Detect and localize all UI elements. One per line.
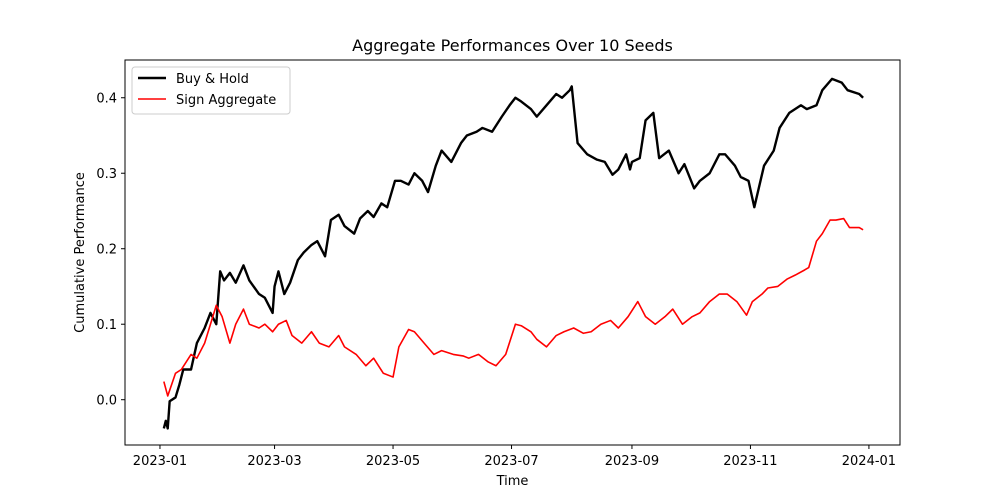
plot-area — [125, 60, 900, 445]
x-tick-label: 2023-09 — [605, 454, 659, 469]
plot-frame — [124, 59, 901, 446]
series-line-buy-hold — [162, 77, 864, 430]
legend-label-sign-aggregate: Sign Aggregate — [176, 93, 276, 108]
x-tick-label: 2023-05 — [366, 454, 420, 469]
series-layer — [162, 77, 864, 430]
x-tick-label: 2023-11 — [723, 454, 777, 469]
x-tick-label: 2024-01 — [842, 454, 896, 469]
x-axis: 2023-01 2023-03 2023-05 2023-07 2023-09 2023-… — [133, 445, 896, 469]
y-tick-label: 0.1 — [96, 318, 117, 333]
x-tick-label: 2023-07 — [484, 454, 538, 469]
y-axis: 0.0 0.1 0.2 0.3 0.4 — [96, 92, 125, 409]
legend-label-buy-hold: Buy & Hold — [176, 72, 249, 87]
x-tick-label: 2023-01 — [133, 454, 187, 469]
x-axis-label: Time — [496, 474, 529, 489]
y-tick-label: 0.3 — [96, 167, 117, 182]
y-tick-label: 0.0 — [96, 394, 117, 409]
y-tick-label: 0.4 — [96, 92, 117, 107]
legend-box — [131, 66, 291, 115]
y-axis-label: Cumulative Performance — [73, 172, 88, 333]
chart-title: Aggregate Performances Over 10 Seeds — [352, 36, 673, 55]
y-tick-label: 0.2 — [96, 243, 117, 258]
legend: Buy & Hold Sign Aggregate — [131, 66, 291, 115]
series-line-sign-aggregate — [163, 217, 864, 397]
x-tick-label: 2023-03 — [247, 454, 301, 469]
